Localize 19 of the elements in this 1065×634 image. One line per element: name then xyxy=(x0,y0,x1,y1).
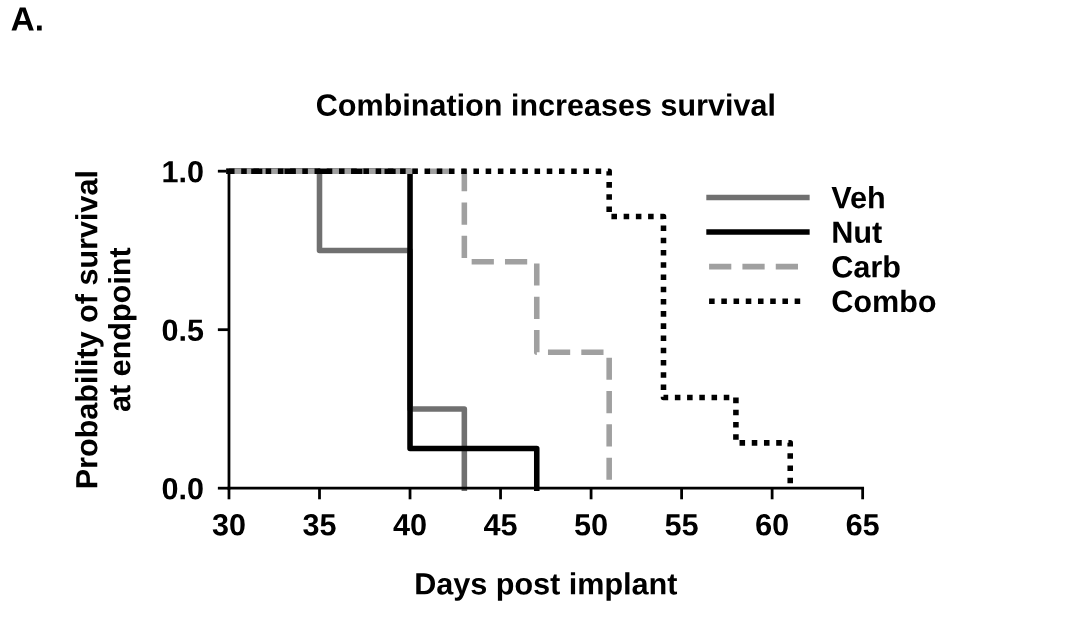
y-tick-label: 1.0 xyxy=(163,160,203,183)
legend-label: Carb xyxy=(832,255,900,278)
text: A. xyxy=(11,7,42,31)
legend-label: Combo xyxy=(832,289,936,313)
x-tick-label: 65 xyxy=(846,513,879,536)
x-tick-label: 60 xyxy=(756,513,788,536)
x-tick-label: 50 xyxy=(575,513,607,536)
x-tick-label: 55 xyxy=(665,514,698,536)
chart-title: Combination increases survival xyxy=(316,93,774,116)
x-tick-label: 30 xyxy=(212,513,245,536)
x-tick-label: 35 xyxy=(303,513,336,536)
x-tick-label: 45 xyxy=(484,514,517,536)
legend-label: Nut xyxy=(833,221,882,244)
y-tick-label: 0.0 xyxy=(162,477,203,500)
x-axis-title: Days post implant xyxy=(416,572,678,601)
x-tick-label: 40 xyxy=(393,513,426,536)
legend-label: Veh xyxy=(831,186,884,209)
y-axis-title: Probability of survival at endpoint xyxy=(75,172,137,488)
y-tick-label: 0.5 xyxy=(162,319,204,342)
